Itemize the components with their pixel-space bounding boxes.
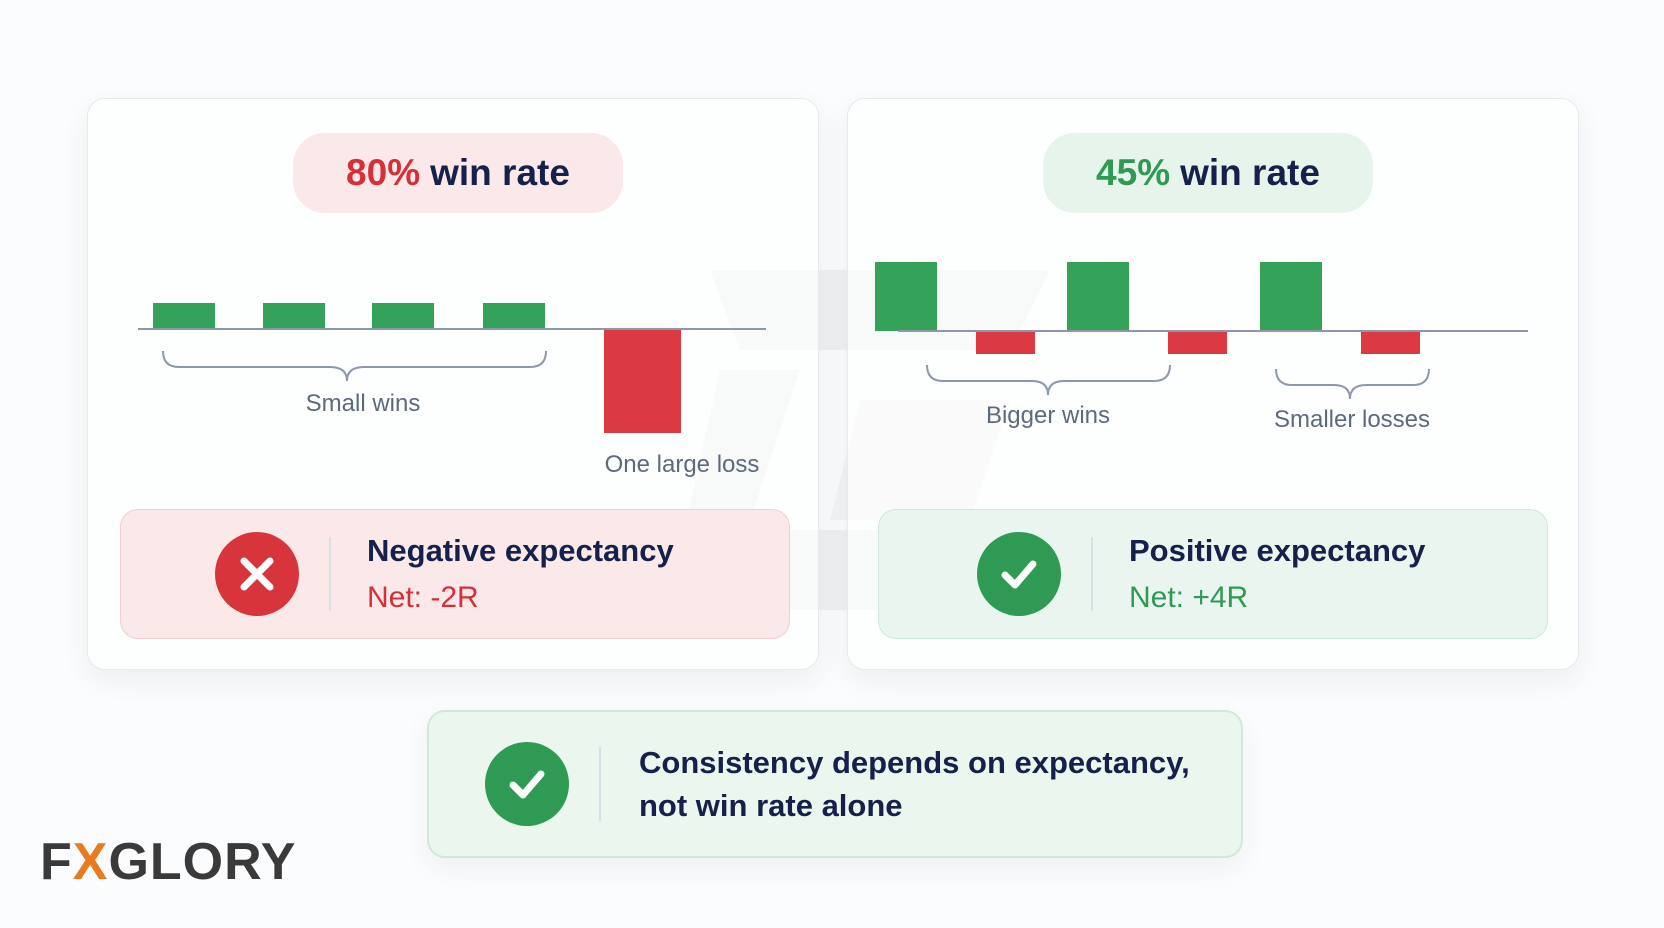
x-icon: [215, 532, 299, 616]
right-panel: 45% win rate Bigger wins Smaller losses P…: [847, 98, 1579, 670]
left-result-box: Negative expectancy Net: -2R: [120, 509, 790, 639]
right-header-pill: 45% win rate: [1043, 133, 1373, 213]
check-icon: [977, 532, 1061, 616]
right-wins-label: Bigger wins: [986, 402, 1110, 429]
left-win-rate-pct: 80%: [346, 152, 421, 193]
left-loss-bar-5: [604, 329, 681, 433]
left-win-bar-4: [483, 303, 545, 329]
right-loss-bar-6: [1361, 331, 1420, 354]
left-result-title: Negative expectancy: [367, 533, 674, 568]
conclusion-line1: Consistency depends on expectancy,: [639, 745, 1190, 780]
check-icon: [485, 742, 569, 826]
right-loss-bar-2: [976, 331, 1035, 354]
right-wins-brace: [926, 364, 1171, 396]
right-losses-label: Smaller losses: [1274, 406, 1430, 433]
right-win-bar-5: [1260, 262, 1322, 331]
logo-part-x: X: [72, 833, 109, 891]
right-losses-brace: [1275, 368, 1430, 400]
left-win-rate-text: win rate: [430, 152, 570, 193]
conclusion-divider: [599, 747, 601, 821]
right-win-bar-3: [1067, 262, 1129, 331]
right-result-divider: [1091, 537, 1093, 611]
logo-part-f: F: [40, 833, 73, 891]
left-panel: 80% win rate Small wins One large loss Ne…: [87, 98, 819, 670]
right-outcome-chart: Bigger wins Smaller losses: [875, 262, 1528, 433]
brand-logo: FXGLORY: [40, 832, 296, 892]
right-result-title: Positive expectancy: [1129, 533, 1426, 568]
left-win-bar-3: [372, 303, 434, 329]
right-win-rate-pct: 45%: [1096, 152, 1171, 193]
right-loss-bar-4: [1168, 331, 1227, 354]
right-result-box: Positive expectancy Net: +4R: [878, 509, 1548, 639]
logo-part-glory: GLORY: [108, 833, 297, 891]
left-brace-label: Small wins: [306, 390, 421, 417]
right-win-rate-text: win rate: [1180, 152, 1320, 193]
left-header-pill: 80% win rate: [293, 133, 623, 213]
left-win-bar-1: [153, 303, 215, 329]
right-win-bar-1: [875, 262, 937, 331]
left-win-bar-2: [263, 303, 325, 329]
left-outcome-chart: Small wins One large loss: [138, 303, 766, 478]
left-result-divider: [329, 537, 331, 611]
conclusion-line2: not win rate alone: [639, 788, 903, 823]
left-result-net: Net: -2R: [367, 581, 479, 614]
left-loss-label: One large loss: [605, 451, 760, 478]
conclusion-box: Consistency depends on expectancy, not w…: [427, 710, 1243, 858]
right-result-net: Net: +4R: [1129, 581, 1249, 614]
left-wins-brace: [162, 350, 547, 382]
